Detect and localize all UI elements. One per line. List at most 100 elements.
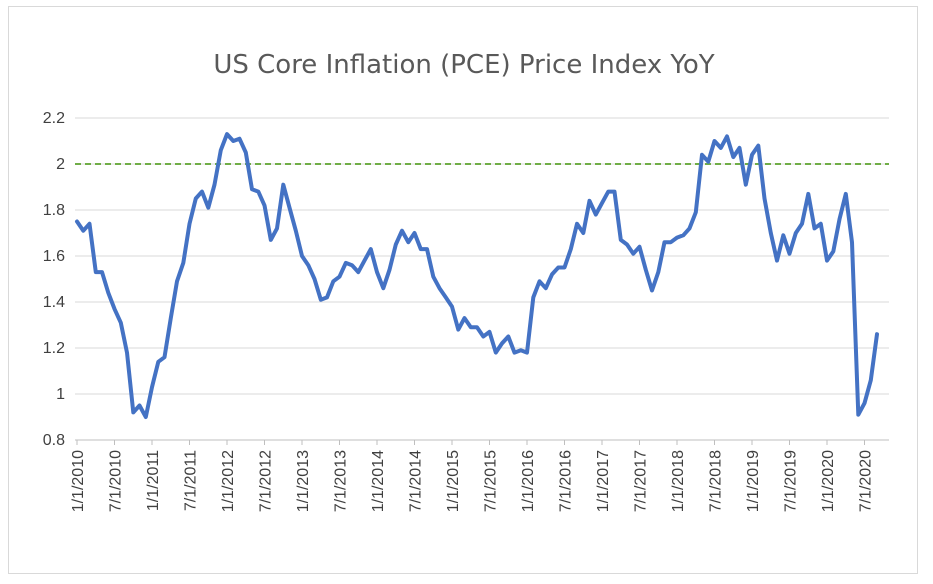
data-point [638,245,641,248]
y-tick-label: 1.8 [43,202,65,219]
data-point [182,261,185,264]
data-point [101,271,104,274]
data-point [757,144,760,147]
data-point [707,160,710,163]
data-point [82,229,85,232]
data-point [144,416,147,419]
y-tick-label: 2 [56,156,65,173]
x-tick-label: 1/1/2018 [670,450,687,512]
data-point [819,222,822,225]
y-tick-label: 2.2 [43,110,65,127]
data-point [132,411,135,414]
data-point [732,156,735,159]
data-point [788,252,791,255]
data-point [413,232,416,235]
data-point [457,328,460,331]
data-point [313,278,316,281]
data-point [838,218,841,221]
data-point [401,229,404,232]
data-point [107,291,110,294]
data-point [469,326,472,329]
data-point [632,252,635,255]
x-tick-label: 1/1/2020 [820,450,837,512]
x-tick-label: 1/1/2010 [70,450,87,512]
data-point [713,140,716,143]
data-point [269,238,272,241]
data-point [207,206,210,209]
data-point [519,349,522,352]
data-point [557,266,560,269]
data-point [257,190,260,193]
x-tick-label: 7/1/2014 [408,450,425,512]
x-tick-label: 1/1/2015 [445,450,462,512]
data-point [157,360,160,363]
data-point [326,296,329,299]
data-point [626,243,629,246]
data-point [538,280,541,283]
data-point [794,232,797,235]
data-point [332,280,335,283]
x-tick-label: 7/1/2010 [108,450,125,512]
data-point [126,351,129,354]
y-tick-label: 0.8 [43,432,65,449]
data-point [494,351,497,354]
data-point [201,190,204,193]
data-point [244,151,247,154]
data-point [532,296,535,299]
x-tick-label: 7/1/2017 [633,450,650,512]
data-point [176,280,179,283]
data-point [663,241,666,244]
data-point [276,227,279,230]
data-point [826,259,829,262]
data-point [682,234,685,237]
data-point [644,268,647,271]
data-point [694,211,697,214]
x-tick-label: 7/1/2019 [783,450,800,512]
data-point [407,241,410,244]
x-tick-label: 7/1/2016 [558,450,575,512]
data-point [301,255,304,258]
data-point [388,268,391,271]
data-point [294,229,297,232]
data-point [226,133,229,136]
data-point [526,351,529,354]
data-point [238,137,241,140]
data-point [763,197,766,200]
x-tick-label: 1/1/2017 [595,450,612,512]
data-point [369,248,372,251]
chart-frame: US Core Inflation (PCE) Price Index YoY … [8,6,918,574]
x-tick-label: 1/1/2019 [745,450,762,512]
gridlines [75,117,889,441]
data-point [601,202,604,205]
data-point [113,307,116,310]
data-point [488,330,491,333]
data-point [451,305,454,308]
data-point [619,238,622,241]
x-tick-label: 7/1/2013 [333,450,350,512]
data-point [94,271,97,274]
series-line [75,132,879,419]
data-point [613,190,616,193]
data-point [357,271,360,274]
data-point [188,222,191,225]
data-point [307,264,310,267]
x-tick-label: 7/1/2020 [858,450,875,512]
data-point [801,222,804,225]
data-point [544,287,547,290]
data-points [76,133,879,419]
data-point [219,149,222,152]
data-point [76,220,79,223]
data-point [719,146,722,149]
x-tick-label: 7/1/2012 [258,450,275,512]
data-point [138,404,141,407]
data-point [194,197,197,200]
x-tick-label: 7/1/2015 [483,450,500,512]
data-point [88,222,91,225]
data-point [251,188,254,191]
data-point [657,271,660,274]
data-point [163,356,166,359]
x-axis-ticks: 1/1/2010 7/1/2010 1/1/2011 7/1/2011 1/1/2012… [70,440,875,512]
data-point [876,333,879,336]
data-point [669,241,672,244]
x-tick-label: 1/1/2013 [295,450,312,512]
